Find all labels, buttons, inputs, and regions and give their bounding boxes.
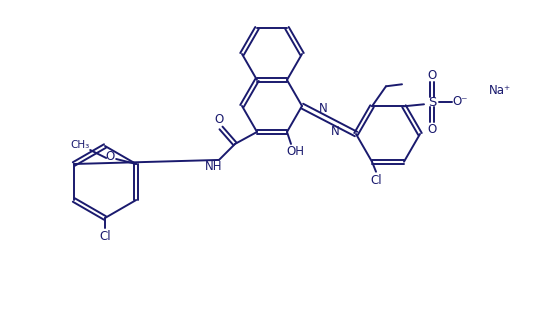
Text: O: O bbox=[427, 69, 437, 82]
Text: N: N bbox=[318, 102, 327, 115]
Text: O: O bbox=[427, 123, 437, 136]
Text: Na⁺: Na⁺ bbox=[489, 84, 511, 97]
Text: O: O bbox=[214, 114, 224, 126]
Text: O⁻: O⁻ bbox=[452, 95, 468, 108]
Text: Cl: Cl bbox=[370, 174, 382, 187]
Text: NH: NH bbox=[205, 160, 223, 173]
Text: N: N bbox=[331, 125, 339, 138]
Text: S: S bbox=[428, 96, 436, 109]
Text: OH: OH bbox=[286, 145, 304, 158]
Text: CH₃: CH₃ bbox=[71, 140, 90, 150]
Text: O: O bbox=[105, 150, 115, 163]
Text: Cl: Cl bbox=[99, 230, 111, 242]
